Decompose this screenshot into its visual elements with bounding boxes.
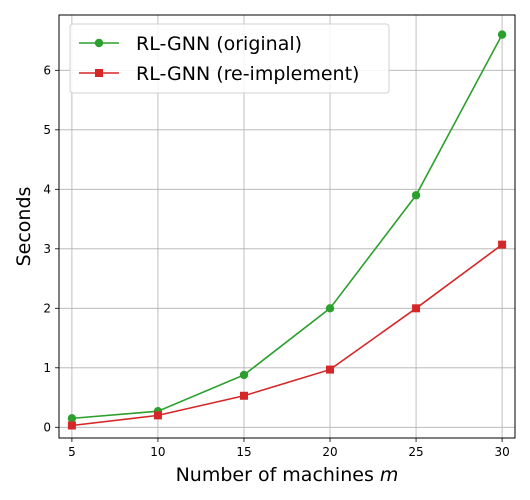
x-tick-label: 10 [150,445,165,459]
x-tick-label: 25 [408,445,423,459]
y-tick-label: 4 [43,182,51,196]
data-point [498,30,506,38]
data-point [240,371,248,379]
series-line [72,245,502,426]
legend: RL-GNN (original) RL-GNN (re-implement) [70,24,389,93]
data-point [154,411,162,419]
data-point [412,191,420,199]
x-tick-label: 30 [494,445,509,459]
y-tick-label: 6 [43,63,51,77]
y-tick-label: 3 [43,242,51,256]
data-point [326,304,334,312]
x-tick-label: 15 [236,445,251,459]
series-re-implement [68,241,506,430]
data-point [498,241,506,249]
legend-marker [95,69,103,77]
x-tick-label: 20 [322,445,337,459]
data-point [412,304,420,312]
data-point [68,414,76,422]
legend-label: RL-GNN (original) [136,33,302,55]
y-tick-label: 2 [43,301,51,315]
y-tick-label: 5 [43,123,51,137]
data-point [326,366,334,374]
data-point [240,392,248,400]
y-tick-label: 1 [43,361,51,375]
x-axis-label-text: Number of machines [176,464,374,486]
legend-marker [95,39,103,47]
data-point [68,422,76,430]
y-tick-label: 0 [43,420,51,434]
legend-label: RL-GNN (re-implement) [136,63,359,85]
x-tick-label: 5 [68,445,76,459]
x-axis: 5 10 15 20 25 30 [68,438,510,459]
y-axis: 0 1 2 3 4 5 6 [43,63,59,434]
y-axis-label: Seconds [13,187,35,267]
x-axis-label-variable: m [380,464,399,486]
x-axis-label: Number of machines m [176,464,399,486]
